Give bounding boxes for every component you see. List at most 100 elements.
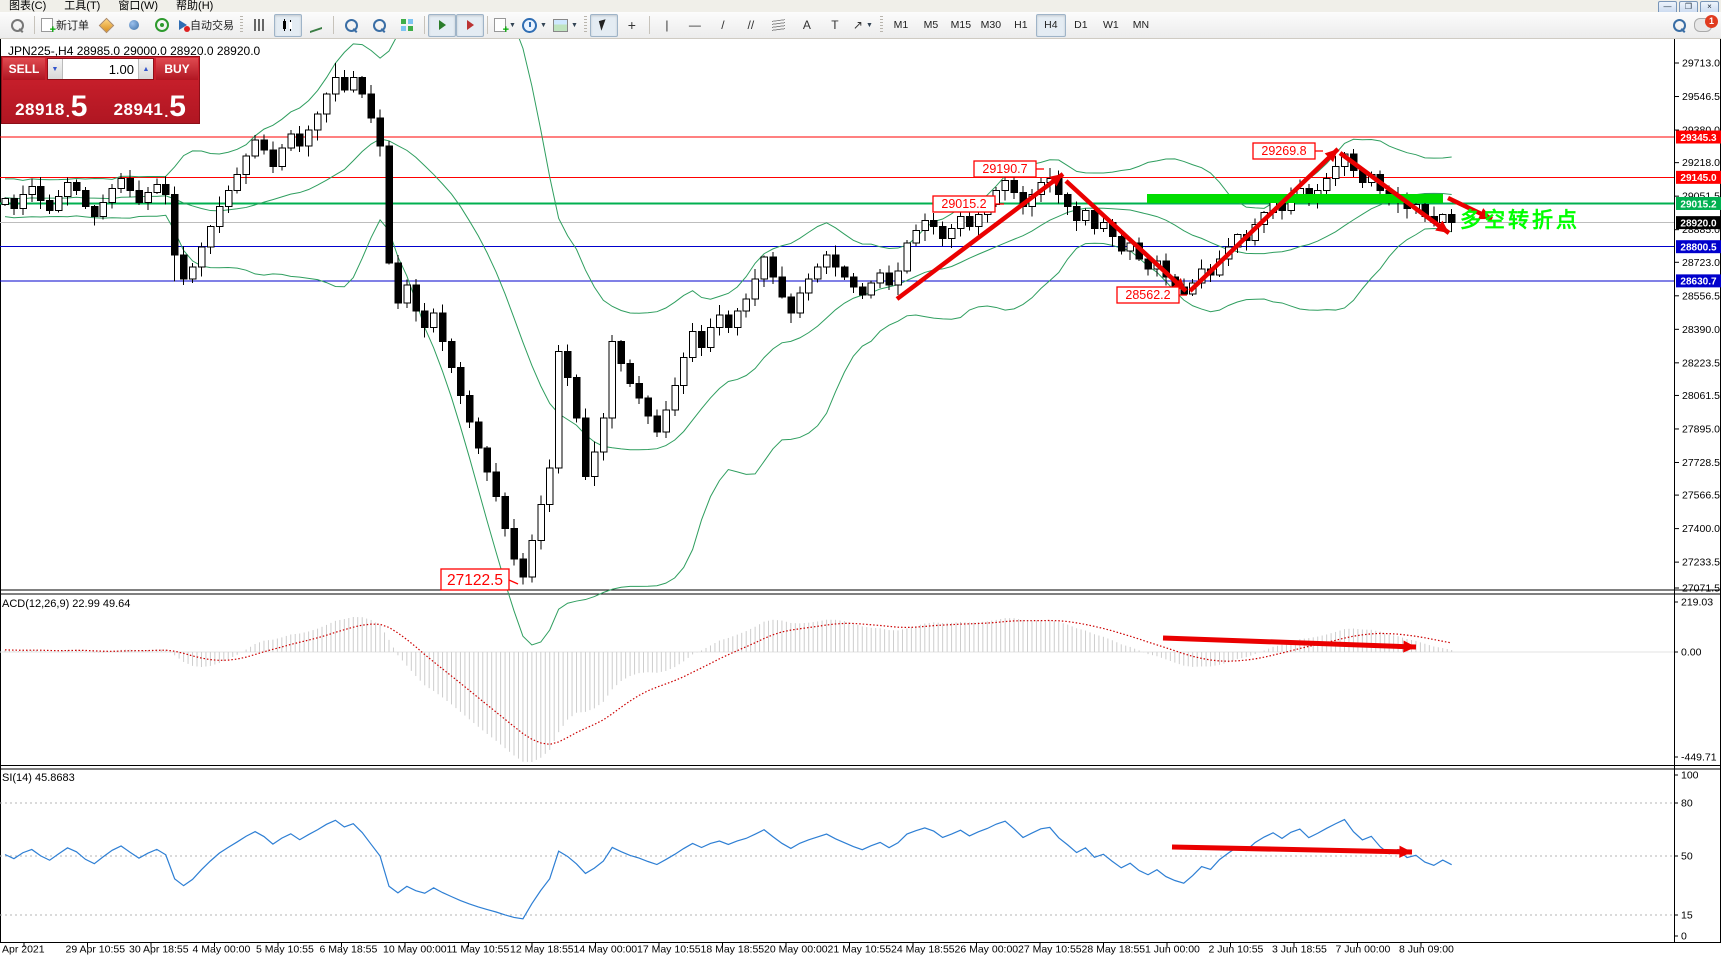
price-annotation-box[interactable] [1116,286,1180,304]
chart-window-button[interactable] [3,14,31,37]
volume-down-button[interactable]: ▼ [48,59,63,79]
restore-button[interactable]: ❐ [1679,1,1698,12]
channel-button[interactable]: // [737,14,765,37]
volume-input[interactable] [63,59,138,79]
notifications-icon[interactable]: 1 [1694,15,1718,32]
horizontal-line-button[interactable]: — [681,14,709,37]
price-annotation-text[interactable]: 28562.2 [1125,288,1170,302]
candle-body [456,367,465,397]
periods-button[interactable]: ▼ [519,14,550,37]
buy-button[interactable]: BUY [156,58,198,80]
timeframe-d1[interactable]: D1 [1074,19,1088,31]
price-annotation-box[interactable] [1252,142,1316,160]
menu-help[interactable]: 帮助(H) [176,0,214,12]
price-annotation-text[interactable]: 29190.7 [982,162,1027,176]
price-annotation-box[interactable] [973,160,1037,178]
toolbar-grip[interactable] [879,16,883,34]
timeframe-mn[interactable]: MN [1132,19,1150,31]
price-tick-label: 28061.5 [1682,390,1720,402]
zoom-out-button[interactable] [365,14,393,37]
buy-price[interactable]: 28941 . 5 [102,81,199,123]
trend-arrow-head[interactable] [1399,845,1412,858]
annotation-leader[interactable] [508,579,519,585]
price-badge [1676,170,1721,184]
trend-arrow-head[interactable] [1403,640,1416,653]
chart-shift-button[interactable] [456,13,484,37]
volume-up-button[interactable]: ▲ [138,59,153,79]
crosshair-button[interactable]: + [618,14,646,37]
trend-arrow[interactable] [1171,844,1413,855]
crosshair-icon: + [627,17,636,33]
trend-arrow-head[interactable] [1049,174,1063,187]
price-annotation-text[interactable]: 29015.2 [941,197,986,211]
timeframe-m30[interactable]: M30 [980,19,1002,31]
price-annotation-box[interactable] [440,568,510,591]
sounds-button[interactable] [148,14,176,37]
marketwatch-button[interactable] [92,14,120,37]
bar-chart-button[interactable] [246,14,274,37]
key-level-bar[interactable] [1147,194,1443,203]
candle-body [46,199,54,212]
trend-arrow[interactable] [1064,179,1188,293]
autotrading-button[interactable]: 自动交易 [176,14,237,37]
zoom-in-button[interactable] [337,14,365,37]
horizontal-line-icon: — [688,18,701,32]
timeframe-w1[interactable]: W1 [1103,19,1119,31]
toolbar-grip[interactable] [240,16,243,34]
menu-tools[interactable]: 工具(T) [64,0,101,12]
turning-point-note[interactable]: 多空转折点 [1460,208,1580,232]
x-axis-label: 2 Jun 10:55 [1209,944,1264,955]
new-order-button[interactable]: 新订单 [38,14,92,37]
candle-body [492,471,501,497]
candle-body [894,270,902,286]
cursor-button[interactable] [589,13,618,37]
minimize-button[interactable]: — [1658,1,1677,12]
auto-scroll-button[interactable] [428,13,456,37]
trend-arrow[interactable] [1338,151,1451,235]
candle-body [519,558,527,578]
tile-windows-button[interactable] [393,14,421,37]
close-button[interactable]: × [1700,1,1719,12]
trend-arrow[interactable] [1162,635,1417,650]
timeframe-h4[interactable]: H4 [1035,13,1066,37]
timeframe-m1[interactable]: M1 [893,19,909,31]
vertical-line-button[interactable]: | [653,14,681,37]
sell-button[interactable]: SELL [3,58,45,80]
menu-chart[interactable]: 图表(C) [9,0,47,12]
candle-body [689,330,697,359]
text-button[interactable]: A [793,14,821,37]
x-axis-label: 30 Apr 18:55 [129,944,189,955]
timeframe-m15[interactable]: M15 [950,19,972,31]
candlestick-chart-button[interactable] [274,13,302,37]
trendline-button[interactable]: / [709,14,737,37]
templates-button[interactable]: ▼ [550,14,581,37]
trend-arrow[interactable] [1188,147,1340,293]
sell-price[interactable]: 28918 . 5 [3,81,100,123]
line-chart-button[interactable] [302,14,330,37]
price-annotation-text[interactable]: 29269.8 [1261,144,1306,158]
timeframe-h1[interactable]: H1 [1014,19,1028,31]
candle-body [608,340,617,419]
candle-body [939,226,947,240]
chart-ohlc-header: JPN225-,H4 28985.0 29000.0 28920.0 28920… [8,44,261,58]
candle-body [1010,179,1019,193]
trend-arrow-head[interactable] [1324,149,1338,163]
trend-arrow-head[interactable] [1435,220,1449,233]
search-icon[interactable] [1673,18,1686,32]
price-annotation-text[interactable]: 27122.5 [447,572,503,589]
menu-window[interactable]: 窗口(W) [118,0,159,12]
fibonacci-button[interactable] [765,14,793,37]
window-controls: — ❐ × [1658,0,1721,12]
price-annotation-box[interactable] [932,195,996,213]
timeframe-m5[interactable]: M5 [923,19,939,31]
trend-arrow-head[interactable] [1478,208,1492,220]
arrows-button[interactable]: ↗ ▼ [849,14,877,37]
candle-body [1,197,9,206]
indicators-button[interactable]: ▼ [491,14,519,37]
publisher-button[interactable] [120,14,148,37]
trend-arrow[interactable] [895,172,1065,301]
text-label-button[interactable]: T [821,14,849,37]
bollinger-band-m [4,138,1452,451]
toolbar-grip[interactable] [583,16,587,34]
